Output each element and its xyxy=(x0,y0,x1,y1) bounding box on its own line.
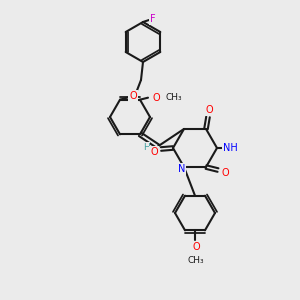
Text: CH₃: CH₃ xyxy=(188,256,204,265)
Text: O: O xyxy=(152,93,160,103)
Text: O: O xyxy=(192,242,200,252)
Text: O: O xyxy=(205,105,213,115)
Text: O: O xyxy=(150,147,158,157)
Text: NH: NH xyxy=(223,143,237,153)
Text: O: O xyxy=(221,168,229,178)
Text: H: H xyxy=(142,143,149,152)
Text: O: O xyxy=(129,91,137,101)
Text: N: N xyxy=(178,164,186,174)
Text: F: F xyxy=(150,14,156,24)
Text: CH₃: CH₃ xyxy=(166,93,183,102)
